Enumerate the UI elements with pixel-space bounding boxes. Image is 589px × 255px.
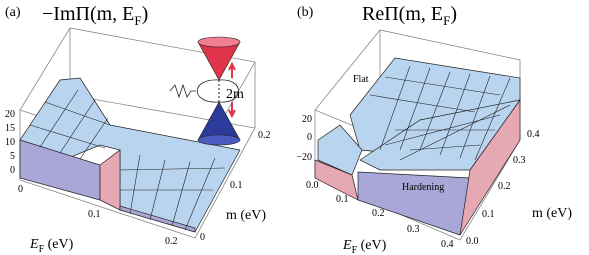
title-main: −ImΠ(m, E <box>42 3 134 25</box>
surface-grid <box>29 89 226 231</box>
cone-bottom <box>197 134 241 146</box>
z-tick-label: 10 <box>5 137 15 148</box>
surface-wall <box>314 159 359 201</box>
x-label-end: (eV) <box>357 238 386 253</box>
y-tick-label: 0.3 <box>513 155 526 166</box>
x-tick-label: 0.1 <box>88 209 101 220</box>
x-tick-label: 0.4 <box>441 239 454 250</box>
x-tick-label: 0.1 <box>336 194 349 205</box>
panel-b: (b) ReΠ(m, EF) 20 0 −20 0.0 0.1 0.2 0.3 … <box>296 3 572 255</box>
title-sub: F <box>443 13 450 28</box>
y-axis-label: m (eV) <box>226 208 266 223</box>
z-tick-label: 15 <box>5 123 15 134</box>
x-axis-label: EF (eV) <box>342 238 387 255</box>
surface-dip <box>317 124 363 176</box>
upper-cone <box>197 41 241 81</box>
panel-label: (a) <box>5 5 21 20</box>
y-tick-label: 0.2 <box>498 181 511 192</box>
photon <box>169 83 196 99</box>
y-tick-label: 0.2 <box>258 130 271 141</box>
title-end: ) <box>450 3 457 25</box>
z-tick-label: 5 <box>10 151 15 162</box>
surface-grid <box>369 65 511 161</box>
arrows <box>228 61 236 119</box>
inset-label: 2m <box>226 87 244 102</box>
x-tick-label: 0.3 <box>407 224 420 235</box>
x-label-main: E <box>29 237 39 252</box>
z-tick-label: 20 <box>302 114 312 125</box>
title-sub: F <box>134 13 141 28</box>
title-end: ) <box>142 3 149 25</box>
x-axis-label: EF (eV) <box>29 237 74 255</box>
annotation: Flat <box>353 74 369 85</box>
x-tick-label: 0.0 <box>306 180 319 191</box>
z-tick-label: 20 <box>5 109 15 120</box>
x-label-sub: F <box>352 245 358 255</box>
lower-cone <box>197 101 241 141</box>
x-tick-label: 0.2 <box>372 208 385 219</box>
x-label-sub: F <box>39 244 45 255</box>
loop <box>196 79 239 103</box>
x-label-main: E <box>342 238 352 253</box>
panel-label: (b) <box>297 5 314 20</box>
y-tick-label: 0.1 <box>482 209 495 220</box>
y-axis-label: m (eV) <box>532 206 572 221</box>
x-label-end: (eV) <box>44 237 73 252</box>
x-tick-label: 0 <box>18 184 23 195</box>
x-tick-label: 0.2 <box>165 236 178 247</box>
panel-a: (a) −ImΠ(m, EF) 20 15 10 5 0 0 0.1 0.2 E… <box>5 3 271 255</box>
y-tick-label: 0.4 <box>527 129 540 140</box>
surface-wall <box>459 98 521 236</box>
title-main: ReΠ(m, E <box>362 3 443 25</box>
surface-wall <box>99 149 121 211</box>
annotation: Hardening <box>402 182 444 193</box>
y-tick-label: 0.1 <box>230 180 243 191</box>
title: −ImΠ(m, EF) <box>42 3 148 28</box>
title: ReΠ(m, EF) <box>362 3 457 28</box>
surface-wall <box>119 205 196 233</box>
z-tick-label: −20 <box>296 152 312 163</box>
z-tick-label: 0 <box>307 132 312 143</box>
cone-top <box>197 36 241 48</box>
z-tick-label: 0 <box>10 165 15 176</box>
y-tick-label: 0.0 <box>466 236 479 247</box>
y-tick-label: 0 <box>200 232 205 243</box>
